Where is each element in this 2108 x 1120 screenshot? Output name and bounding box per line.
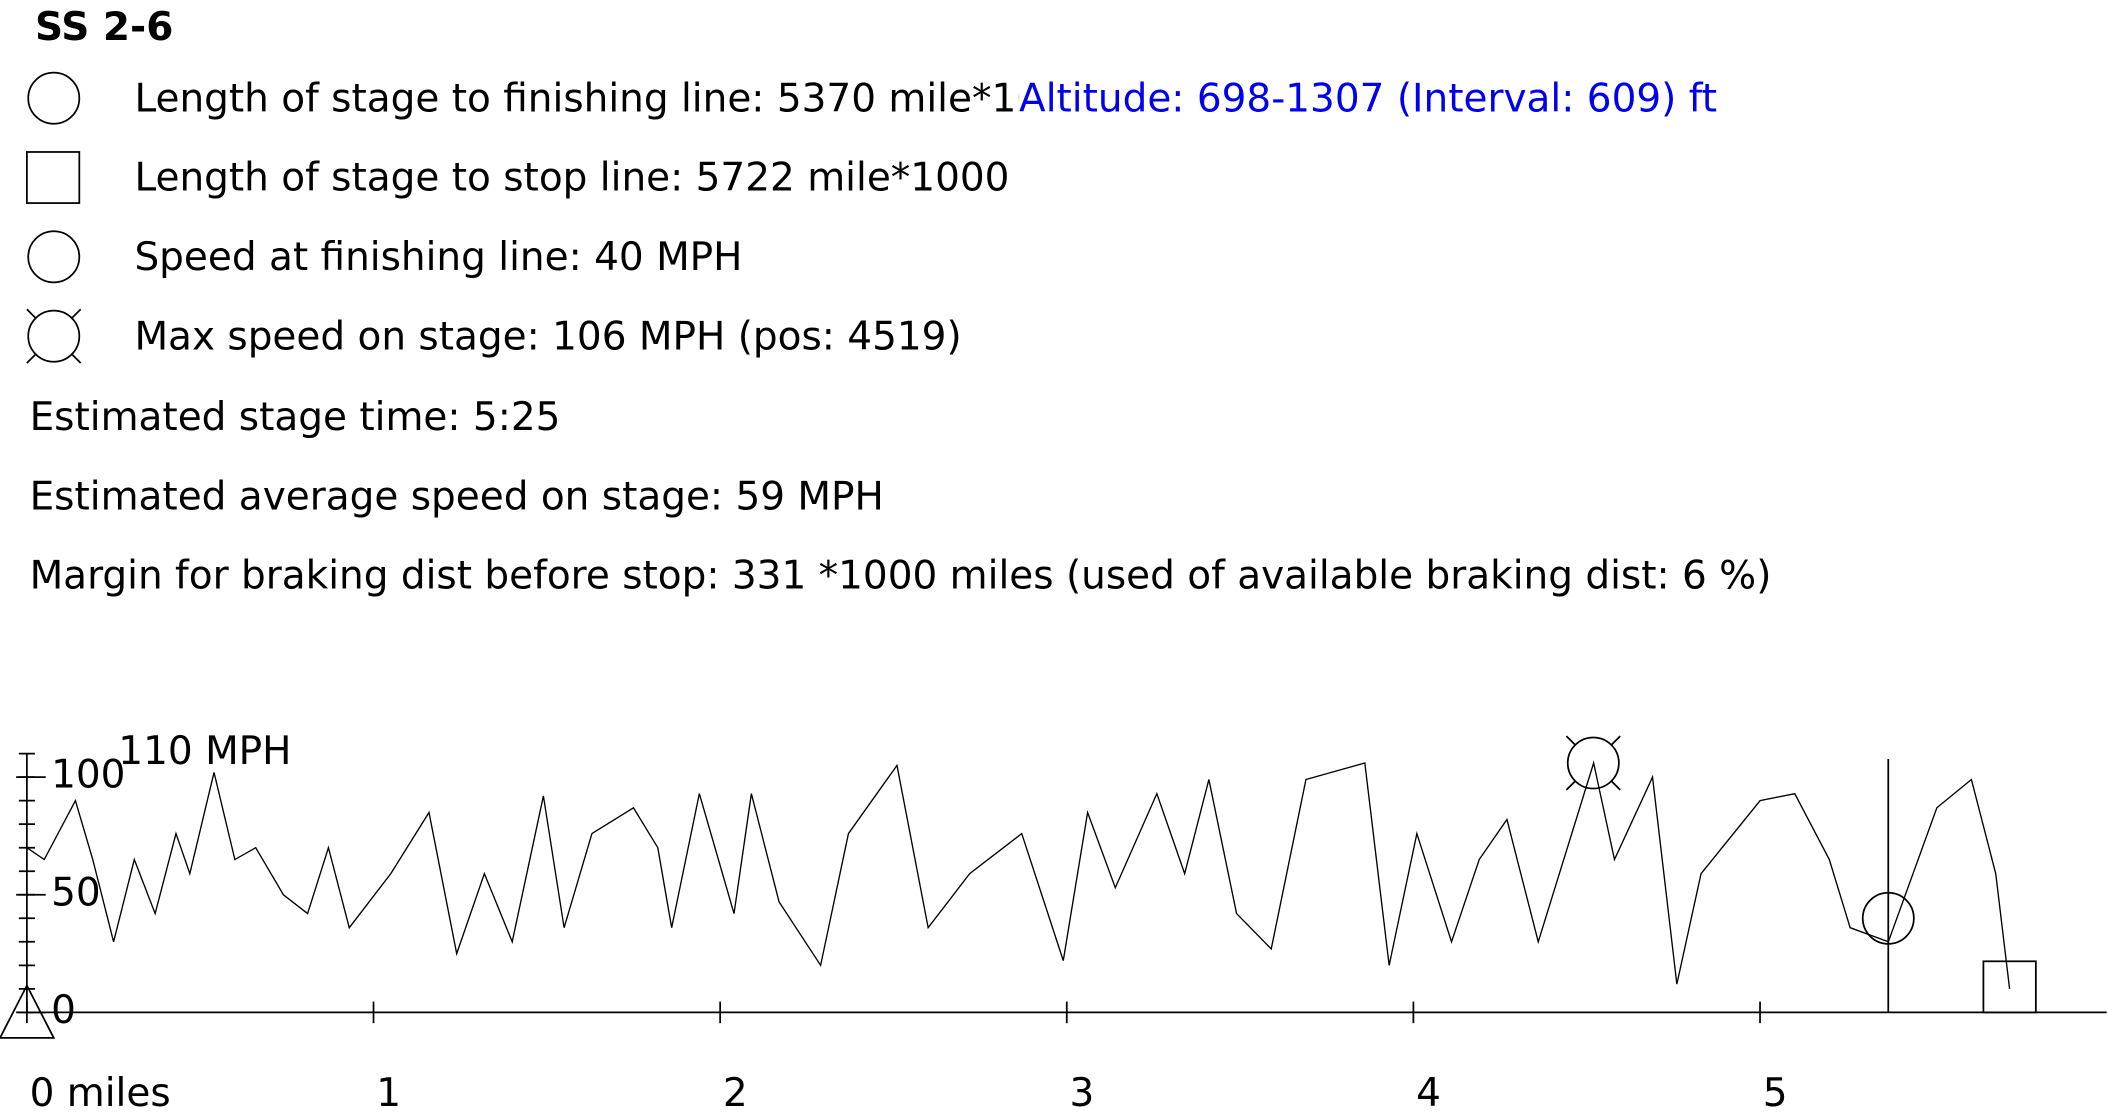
y-tick-label: 50 (51, 870, 101, 915)
finish-marker (1861, 891, 1915, 945)
start-marker (0, 983, 56, 1039)
x-tick-label: 1 (376, 1071, 401, 1116)
info: Estimated stage time: 5:25 Estimated aver… (30, 395, 1772, 599)
max-speed-marker (1566, 736, 1620, 790)
legend-text: Speed at finishing line: 40 MPH (134, 235, 742, 280)
stop-marker (1982, 960, 2037, 1014)
stage-title: SS 2-6 (35, 5, 173, 50)
info-text: Margin for braking dist before stop: 331… (30, 554, 1772, 599)
legend-circle (27, 71, 81, 125)
info-text: Estimated average speed on stage: 59 MPH (30, 474, 884, 519)
max-speed-cross (1565, 735, 1621, 791)
altitude-text: Altitude: 698-1307 (Interval: 609) ft (1019, 76, 1717, 121)
x-tick-label: 5 (1763, 1071, 1788, 1116)
legend-cross (26, 308, 82, 364)
legend-text: Length of stage to stop line: 5722 mile*… (134, 156, 1009, 201)
legend-square (26, 151, 81, 204)
legend-text: Max speed on stage: 106 MPH (pos: 4519) (134, 314, 961, 359)
info-text: Estimated stage time: 5:25 (30, 395, 561, 440)
y-tick-label: 100 (51, 753, 125, 798)
y-tick-label: 0 (51, 988, 76, 1033)
legend: Length of stage to finishing line: 5370 … (26, 71, 1090, 364)
y-axis-label: 110 MPH (118, 729, 291, 774)
legend-text: Length of stage to finishing line: 5370 … (134, 76, 1090, 121)
x-tick-label: 2 (723, 1071, 748, 1116)
legend-circle (27, 309, 81, 363)
legend-circle (27, 230, 81, 284)
x-tick-label: 3 (1069, 1071, 1094, 1116)
x-tick-label: 4 (1416, 1071, 1441, 1116)
x-tick-label: 0 miles (30, 1071, 171, 1116)
speed-line (26, 760, 2011, 989)
